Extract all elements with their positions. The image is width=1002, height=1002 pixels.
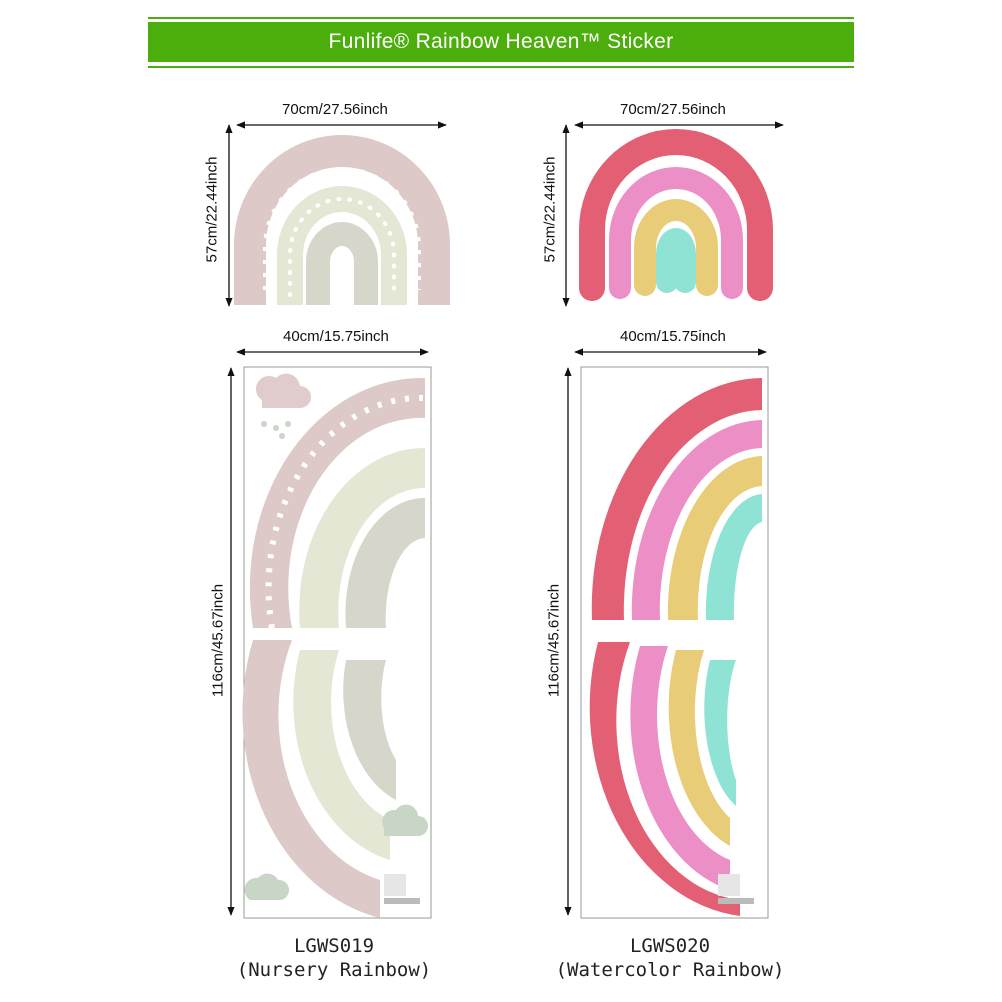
title-banner: Funlife® Rainbow Heaven™ Sticker xyxy=(148,22,854,62)
product-1-width-label: 70cm/27.56inch xyxy=(282,101,388,118)
banner-title: Funlife® Rainbow Heaven™ Sticker xyxy=(328,30,674,53)
product-1-code: LGWS019 xyxy=(293,935,375,957)
product-1-name: (Nursery Rainbow) xyxy=(236,959,432,981)
banner-top-rule xyxy=(148,17,854,19)
product-2-width-label: 70cm/27.56inch xyxy=(620,101,726,118)
product-2-code: LGWS020 xyxy=(629,935,711,957)
product-2-sheet-width-label: 40cm/15.75inch xyxy=(620,328,726,345)
product-1-sheet-width-label: 40cm/15.75inch xyxy=(283,328,389,345)
product-2-caption: LGWS020 (Watercolor Rainbow) xyxy=(540,934,800,982)
sheet-lgws019 xyxy=(242,366,432,919)
banner-bottom-rule xyxy=(148,66,854,68)
product-2-name: (Watercolor Rainbow) xyxy=(555,959,785,981)
sheet-lgws020 xyxy=(580,366,769,919)
dimension-arrows xyxy=(225,121,784,916)
watercolor-rainbow-preview xyxy=(579,129,773,301)
nursery-rainbow-preview xyxy=(234,135,450,305)
product-1-caption: LGWS019 (Nursery Rainbow) xyxy=(214,934,454,982)
